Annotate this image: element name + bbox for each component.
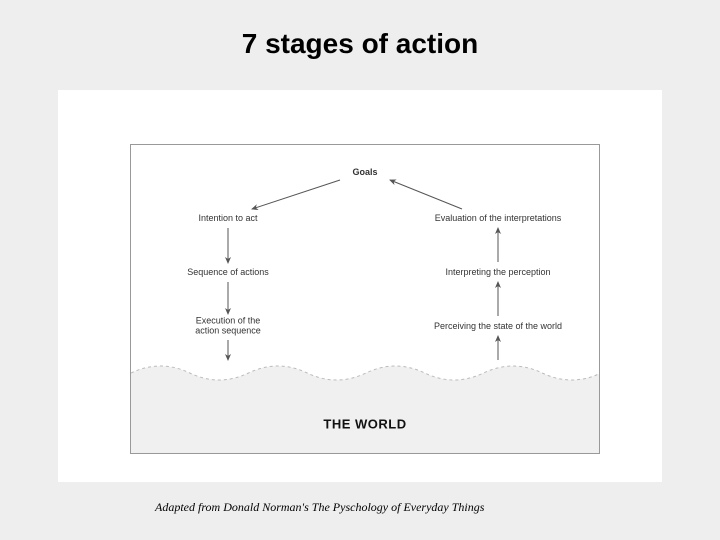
slide: 7 stages of action Goals Intention to ac… [0, 0, 720, 540]
caption: Adapted from Donald Norman's The Pyschol… [155, 500, 484, 515]
arrows-group [228, 180, 498, 360]
arrows-overlay [0, 0, 720, 540]
